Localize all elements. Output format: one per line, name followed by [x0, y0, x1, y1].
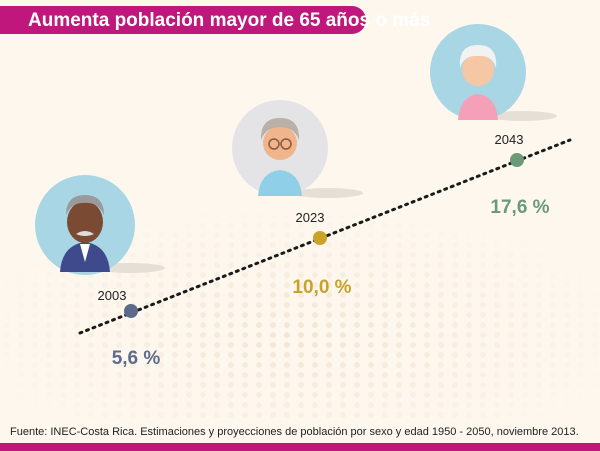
bottom-bar: [0, 443, 600, 451]
value-label: 5,6 %: [112, 348, 161, 369]
value-label: 10,0 %: [292, 277, 351, 298]
year-label: 2023: [296, 210, 325, 225]
year-label: 2003: [98, 288, 127, 303]
title-banner: [0, 6, 366, 34]
avatar-2023: [232, 100, 363, 198]
point-2023: [313, 231, 327, 245]
year-label: 2043: [495, 132, 524, 147]
avatar-2003: [35, 175, 165, 275]
point-2003: [124, 304, 138, 318]
title: Aumenta población mayor de 65 años o más: [28, 10, 430, 31]
avatar-2043: [430, 24, 557, 121]
value-label: 17,6 %: [490, 197, 549, 218]
point-2043: [510, 153, 524, 167]
source: Fuente: INEC-Costa Rica. Estimaciones y …: [10, 426, 579, 438]
